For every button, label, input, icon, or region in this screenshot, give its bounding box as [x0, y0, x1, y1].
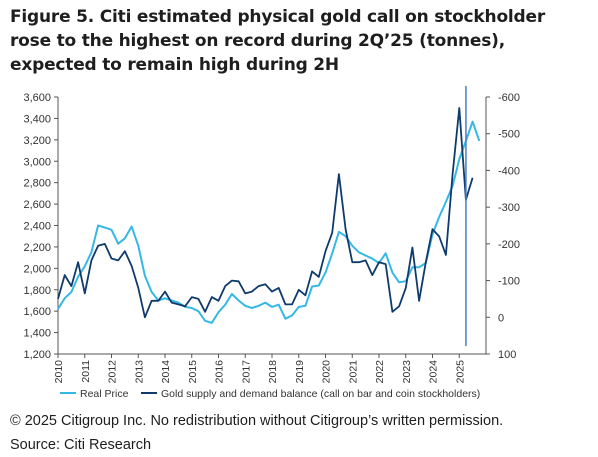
series-lines [57, 86, 481, 346]
right-tick-label: -500 [498, 129, 520, 141]
left-tick-label: 2,200 [23, 242, 51, 254]
x-tick-label: 2014 [160, 360, 172, 384]
left-tick-label: 2,400 [23, 221, 51, 233]
right-tick-label: -100 [498, 276, 520, 288]
x-tick-label: 2016 [214, 360, 226, 384]
x-tick-label: 2019 [294, 360, 306, 384]
right-tick-label: -200 [498, 239, 520, 251]
left-tick-label: 1,600 [23, 306, 51, 318]
legend-label-real-price: Real Price [80, 388, 129, 400]
x-tick-label: 2017 [240, 360, 252, 384]
left-tick-label: 1,800 [23, 285, 51, 297]
left-tick-label: 2,000 [23, 263, 51, 275]
x-tick-label: 2011 [80, 360, 92, 383]
left-tick-label: 3,200 [23, 135, 51, 147]
left-tick-label: 3,600 [23, 92, 51, 104]
series-line-balance [57, 107, 474, 319]
source-note: Source: Citi Research [10, 437, 152, 453]
left-tick-label: 2,600 [23, 199, 51, 211]
x-tick-label: 2010 [53, 360, 65, 384]
chart-title: Figure 5. Citi estimated physical gold c… [10, 5, 595, 77]
legend: Real Price Gold supply and demand balance… [60, 388, 480, 400]
x-tick-label: 2021 [347, 360, 359, 384]
left-tick-label: 3,000 [23, 156, 51, 168]
right-tick-label: -300 [498, 202, 520, 214]
right-axis: -600 -500 -400 -300 -200 -100 0 100 [486, 92, 520, 361]
title-line-3: expected to remain high during 2H [10, 55, 339, 75]
title-line-2: rose to the highest on record during 2Q’… [10, 31, 506, 51]
axes [57, 97, 487, 355]
x-tick-label: 2024 [428, 360, 440, 384]
x-tick-label: 2018 [267, 360, 279, 384]
series-line-real-price [57, 120, 481, 324]
right-tick-label: -600 [498, 92, 520, 104]
legend-label-balance: Gold supply and demand balance (call on … [161, 388, 480, 400]
left-tick-label: 1,200 [23, 349, 51, 361]
x-tick-label: 2013 [133, 360, 145, 384]
title-line-1: Figure 5. Citi estimated physical gold c… [10, 7, 546, 27]
right-tick-label: -400 [498, 165, 520, 177]
left-axis: 1,200 1,400 1,600 1,800 2,000 2,200 2,400 2,600… [23, 92, 58, 361]
x-tick-label: 2022 [374, 360, 386, 384]
left-tick-label: 3,400 [23, 113, 51, 125]
right-tick-label: 100 [498, 349, 516, 361]
x-axis: 2010 2011 2012 2013 2014 2015 2016 2017 2018 2019… [53, 354, 466, 383]
left-tick-label: 1,400 [23, 328, 51, 340]
copyright-note: © 2025 Citigroup Inc. No redistribution … [10, 413, 504, 429]
x-tick-label: 2025 [454, 360, 466, 384]
left-tick-label: 2,800 [23, 178, 51, 190]
x-tick-label: 2020 [321, 360, 333, 384]
x-tick-label: 2023 [401, 360, 413, 384]
x-tick-label: 2015 [187, 360, 199, 384]
right-tick-label: 0 [498, 312, 504, 324]
x-tick-label: 2012 [107, 360, 119, 384]
line-chart: 1,200 1,400 1,600 1,800 2,000 2,200 2,400 2,600… [23, 86, 520, 400]
